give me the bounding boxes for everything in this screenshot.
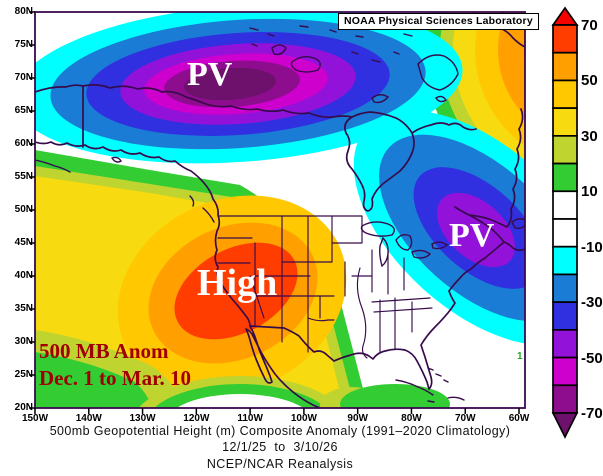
pv-label-west: PV	[187, 56, 233, 93]
colorbar-segment	[552, 301, 578, 331]
colorbar-segment	[552, 79, 578, 109]
lat-tick-label: 80N	[14, 6, 33, 17]
lat-tick-label: 50N	[14, 204, 33, 215]
colorbar-tick-label: -10	[581, 238, 603, 256]
period-annotation: Dec. 1 to Mar. 10	[39, 366, 192, 390]
high-label: High	[197, 262, 278, 304]
contour-label: 1	[517, 351, 523, 362]
lat-tick-label: 20N	[14, 402, 33, 413]
lat-tick-label: 40N	[14, 270, 33, 281]
colorbar-segment	[552, 356, 578, 387]
colorbar-arrow-up	[551, 6, 579, 26]
lon-tick-label: 120W	[183, 413, 210, 424]
lon-tick-label: 140W	[75, 413, 102, 424]
colorbar-tick-label: 10	[581, 183, 598, 201]
colorbar-segment	[552, 51, 578, 82]
colorbar-segment	[552, 329, 578, 359]
colorbar-tick-label: -30	[581, 294, 603, 312]
lon-tick-label: 70W	[454, 413, 476, 424]
lon-tick-label: 100W	[290, 413, 317, 424]
colorbar-tick-label: 50	[581, 72, 598, 90]
colorbar-segment	[552, 24, 578, 54]
lat-tick-label: 25N	[14, 369, 33, 380]
colorbar-arrow-down	[551, 412, 579, 439]
caption-source: NCEP/NCAR Reanalysis	[206, 457, 354, 471]
lat-tick-label: 65N	[14, 105, 33, 116]
lon-tick-label: 90W	[347, 413, 368, 424]
pv-label-east: PV	[449, 217, 495, 254]
longitude-ticks	[34, 408, 520, 414]
lat-tick-label: 45N	[14, 237, 33, 248]
colorbar-segment	[552, 135, 578, 165]
colorbar-segment	[552, 273, 578, 303]
lat-tick-label: 30N	[14, 336, 33, 347]
colorbar-segment	[552, 162, 578, 193]
lon-tick-label: 110W	[237, 413, 263, 424]
latitude-ticks	[29, 11, 35, 409]
lon-tick-label: 150W	[21, 413, 49, 424]
lat-tick-label: 75N	[14, 39, 33, 50]
noaa-psl-credit-box: NOAA Physical Sciences Laboratory	[338, 13, 539, 30]
colorbar-tick-label: -70	[581, 404, 603, 422]
colorbar-segment	[552, 384, 578, 414]
colorbar	[551, 6, 579, 439]
lon-tick-label: 80W	[401, 413, 422, 424]
level-annotation: 500 MB Anom	[39, 339, 169, 363]
colorbar-tick-label: 30	[581, 127, 598, 145]
colorbar-tick-label: -50	[581, 349, 603, 367]
caption-title: 500mb Geopotential Height (m) Composite …	[49, 424, 511, 438]
coastlines	[35, 12, 525, 408]
lon-tick-label: 60W	[508, 413, 530, 424]
lat-tick-label: 60N	[14, 138, 33, 149]
colorbar-segment	[552, 107, 578, 137]
colorbar-segment	[552, 190, 578, 220]
colorbar-tick-label: 70	[581, 17, 598, 34]
anomaly-shading	[35, 12, 525, 408]
lat-tick-label: 55N	[14, 171, 33, 182]
lat-tick-label: 70N	[14, 72, 33, 83]
lat-tick-label: 35N	[14, 303, 33, 314]
colorbar-segment	[552, 245, 578, 276]
caption-date-range: 12/1/25 to 3/10/26	[222, 440, 338, 454]
colorbar-segment	[552, 218, 578, 248]
lon-tick-label: 130W	[129, 413, 156, 424]
